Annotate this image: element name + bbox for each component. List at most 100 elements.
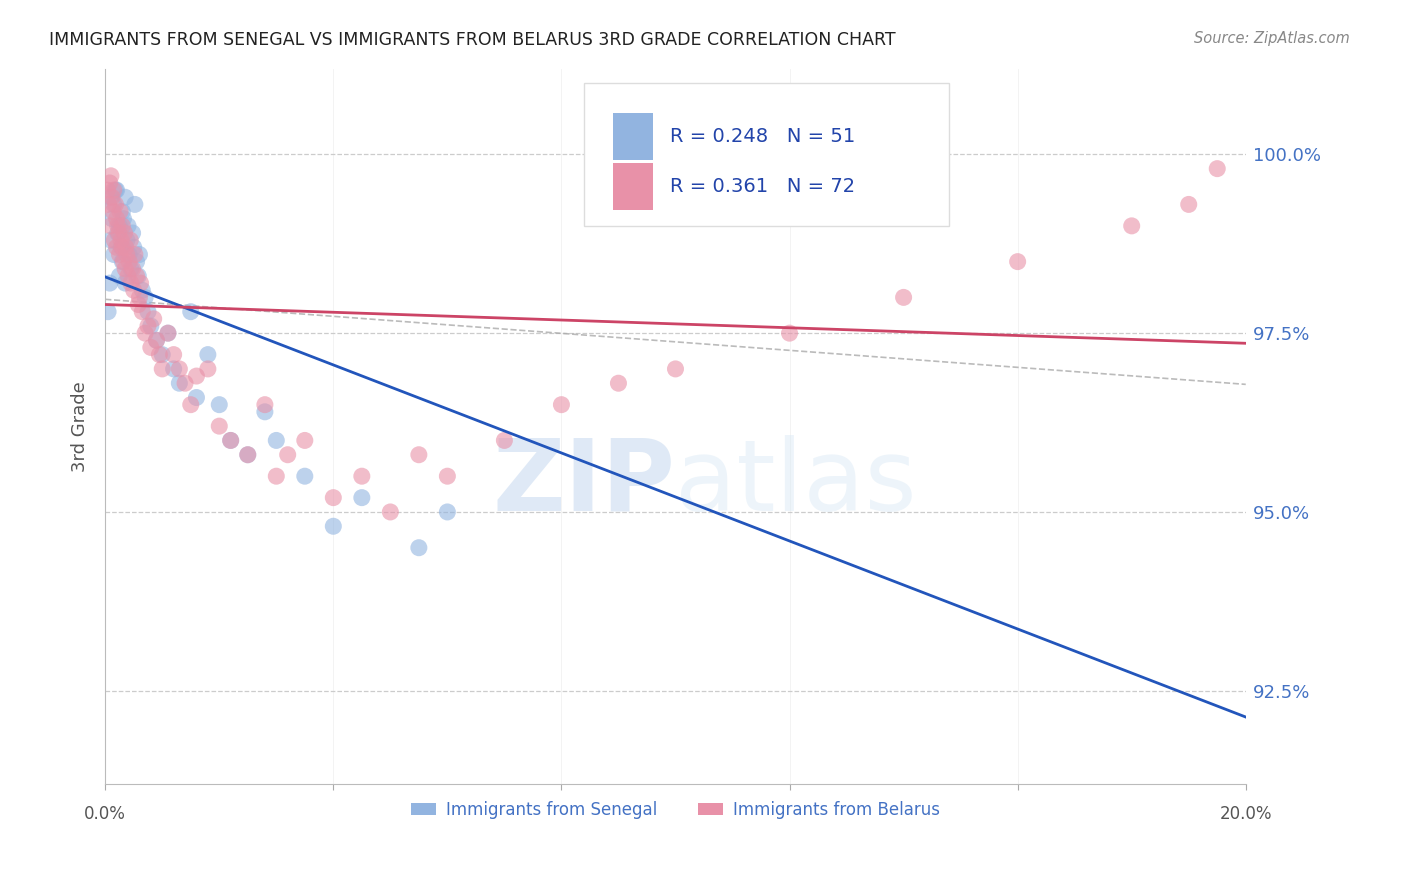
Point (145, 334, 167, 348)
Point (103, 183, 125, 197)
Point (322, 519, 344, 533)
Point (150, 348, 173, 362)
Point (118, 254, 141, 268)
Point (112, 254, 135, 268)
Point (98, 176, 121, 190)
Point (117, 268, 139, 283)
Point (350, 491, 373, 505)
Point (117, 219, 139, 233)
Point (125, 268, 148, 283)
Point (100, 169, 122, 183)
Point (108, 226, 131, 240)
Point (107, 219, 129, 233)
Text: 20.0%: 20.0% (1219, 805, 1272, 823)
Point (408, 541, 430, 555)
Point (127, 297, 149, 311)
Point (120, 261, 142, 276)
Point (1206, 161, 1229, 176)
Point (134, 290, 156, 304)
Point (105, 240, 128, 254)
Point (197, 362, 219, 376)
Point (664, 362, 686, 376)
Point (550, 398, 572, 412)
Point (779, 326, 801, 340)
Point (131, 283, 153, 297)
Point (253, 405, 276, 419)
Point (124, 197, 146, 211)
Point (114, 190, 136, 204)
Point (107, 226, 129, 240)
Point (322, 491, 344, 505)
Point (236, 448, 259, 462)
Text: ZIP: ZIP (492, 434, 675, 532)
Point (266, 469, 288, 483)
Point (120, 276, 142, 290)
Point (114, 261, 136, 276)
Point (103, 233, 125, 247)
Point (112, 211, 135, 226)
Bar (613, 163, 652, 210)
Text: 0.0%: 0.0% (84, 805, 127, 823)
Point (103, 197, 125, 211)
Point (163, 348, 186, 362)
Y-axis label: 3rd Grade: 3rd Grade (72, 381, 89, 472)
Point (104, 183, 127, 197)
Point (277, 448, 299, 462)
Point (111, 219, 134, 233)
Point (108, 204, 131, 219)
Point (208, 419, 231, 434)
Point (436, 505, 458, 519)
Point (236, 448, 259, 462)
Point (779, 161, 801, 176)
Point (114, 276, 136, 290)
Legend: Immigrants from Senegal, Immigrants from Belarus: Immigrants from Senegal, Immigrants from… (404, 794, 948, 825)
Point (105, 183, 128, 197)
Point (219, 434, 242, 448)
Point (101, 211, 124, 226)
Point (103, 247, 125, 261)
Point (1121, 219, 1143, 233)
Point (127, 268, 149, 283)
Point (129, 276, 152, 290)
Point (380, 505, 402, 519)
Point (121, 261, 143, 276)
Point (125, 254, 148, 268)
Point (169, 376, 191, 391)
Point (101, 190, 124, 204)
Point (174, 376, 197, 391)
Point (139, 341, 162, 355)
Text: Source: ZipAtlas.com: Source: ZipAtlas.com (1194, 31, 1350, 46)
Point (156, 326, 179, 340)
Point (494, 434, 516, 448)
Point (124, 247, 146, 261)
Point (253, 398, 276, 412)
Point (294, 469, 316, 483)
Point (350, 469, 373, 483)
Point (148, 348, 170, 362)
Point (121, 226, 143, 240)
Point (114, 240, 136, 254)
Point (97, 304, 120, 318)
Text: IMMIGRANTS FROM SENEGAL VS IMMIGRANTS FROM BELARUS 3RD GRADE CORRELATION CHART: IMMIGRANTS FROM SENEGAL VS IMMIGRANTS FR… (49, 31, 896, 49)
Point (103, 204, 125, 219)
Point (186, 391, 208, 405)
Point (110, 240, 132, 254)
Point (156, 326, 179, 340)
Point (97, 197, 120, 211)
Point (110, 233, 132, 247)
Point (108, 219, 131, 233)
Point (104, 197, 127, 211)
Point (136, 304, 159, 318)
FancyBboxPatch shape (585, 83, 949, 226)
Point (120, 233, 142, 247)
Point (169, 362, 191, 376)
Point (105, 211, 128, 226)
Point (136, 318, 159, 333)
Point (145, 334, 167, 348)
Point (180, 398, 202, 412)
Point (115, 233, 138, 247)
Point (294, 434, 316, 448)
Point (100, 233, 122, 247)
Point (163, 362, 186, 376)
Text: R = 0.361   N = 72: R = 0.361 N = 72 (669, 177, 855, 196)
